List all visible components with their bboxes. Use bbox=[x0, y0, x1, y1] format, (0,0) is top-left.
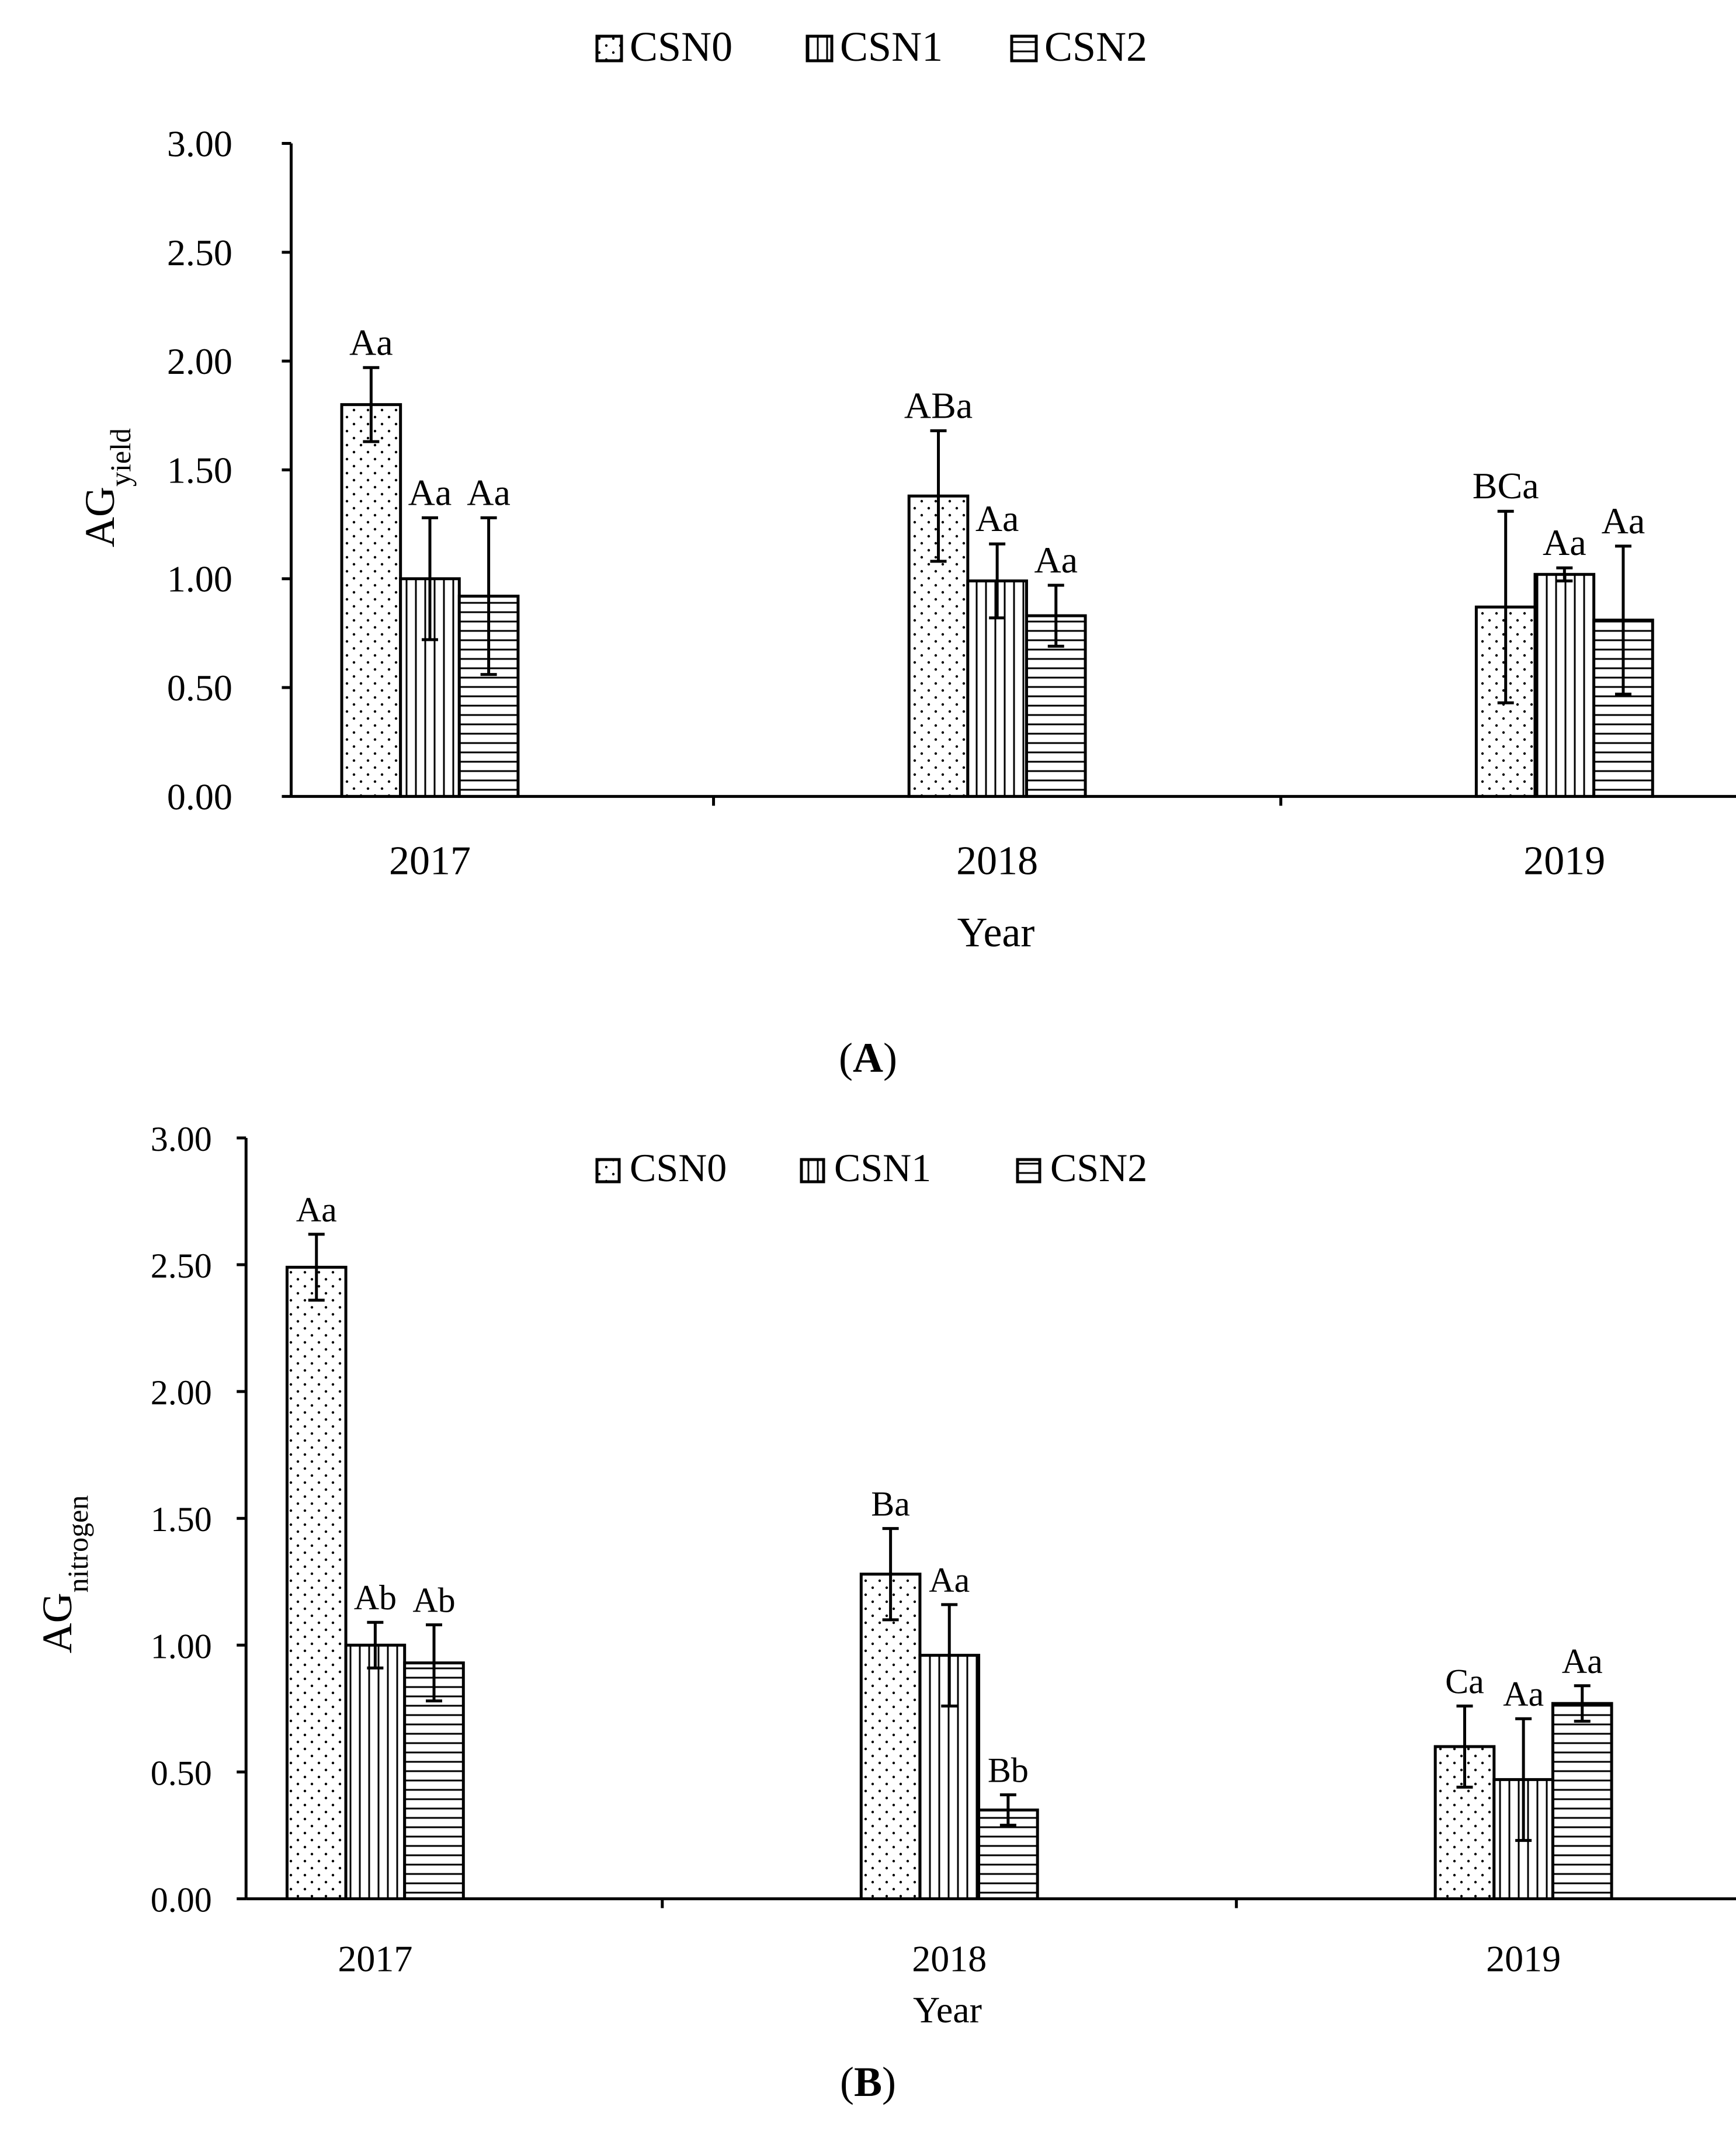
legend-label-csn2: CSN2 bbox=[1044, 23, 1147, 70]
x-tick-label: 2019 bbox=[1523, 839, 1605, 884]
legend-item-csn1[interactable]: CSN1 bbox=[800, 1146, 931, 1190]
y-tick-label: 1.00 bbox=[151, 1627, 212, 1665]
legend-item-csn1[interactable]: CSN1 bbox=[805, 23, 943, 70]
y-tick-label: 3.00 bbox=[151, 1120, 212, 1158]
legend-item-csn2[interactable]: CSN2 bbox=[1010, 23, 1147, 70]
y-tick-label: 0.00 bbox=[151, 1880, 212, 1919]
data-label: Aa bbox=[929, 1561, 970, 1599]
data-label: Aa bbox=[1602, 500, 1645, 542]
data-label: Ca bbox=[1445, 1662, 1484, 1700]
chart-panel-a: CSN0 CSN1 CSN2 AGyield Year (A) 0.00 0.50… bbox=[77, 23, 1736, 1081]
data-label: Aa bbox=[975, 498, 1019, 539]
y-axis-label: AGyield bbox=[77, 428, 137, 547]
y-tick-label: 3.00 bbox=[167, 123, 232, 165]
x-tick-label: 2018 bbox=[956, 839, 1038, 884]
x-axis-label: Year bbox=[957, 909, 1035, 956]
legend-label-csn2: CSN2 bbox=[1050, 1146, 1147, 1190]
y-tick-label: 0.50 bbox=[151, 1754, 212, 1792]
data-label: Aa bbox=[1503, 1675, 1544, 1713]
y-tick-label: 2.00 bbox=[167, 341, 232, 382]
data-label: Aa bbox=[408, 471, 452, 513]
chart-panel-b: CSN0 CSN1 CSN2 AGnitrogen Year (B) 0.00 0… bbox=[34, 1120, 1736, 2105]
bar-csn1[interactable] bbox=[1533, 572, 1596, 798]
x-tick-label: 2017 bbox=[389, 839, 471, 884]
y-axis-label: AGnitrogen bbox=[34, 1495, 94, 1654]
data-label: Ab bbox=[354, 1578, 397, 1617]
bar-csn1[interactable] bbox=[344, 1643, 407, 1900]
y-tick-label: 2.50 bbox=[167, 232, 232, 273]
data-label: Ba bbox=[871, 1485, 910, 1523]
panel-label-a: (A) bbox=[839, 1035, 897, 1081]
legend-label-csn1: CSN1 bbox=[834, 1146, 931, 1190]
data-label: Aa bbox=[296, 1191, 337, 1229]
data-label: Aa bbox=[1543, 522, 1586, 563]
panel-label-b: (B) bbox=[840, 2059, 896, 2105]
bar-csn0[interactable] bbox=[859, 1573, 922, 1900]
legend-label-csn1: CSN1 bbox=[840, 23, 943, 70]
data-label: ABa bbox=[904, 384, 973, 426]
legend-swatch-csn2 bbox=[1010, 34, 1038, 63]
y-tick-label: 0.50 bbox=[167, 667, 232, 709]
legend-label-csn0: CSN0 bbox=[630, 1146, 727, 1190]
legend-item-csn0[interactable]: CSN0 bbox=[595, 23, 732, 70]
data-label: Aa bbox=[1562, 1642, 1603, 1681]
x-tick-label: 2017 bbox=[338, 1938, 412, 1979]
data-label: Aa bbox=[349, 321, 393, 363]
x-axis-label: Year bbox=[913, 1989, 982, 2031]
bar-csn0[interactable] bbox=[340, 403, 402, 798]
legend-swatch-csn1 bbox=[800, 1158, 825, 1183]
legend: CSN0 CSN1 CSN2 bbox=[595, 23, 1147, 70]
legend-swatch-csn0 bbox=[595, 1158, 621, 1183]
y-tick-label: 2.00 bbox=[151, 1373, 212, 1412]
legend-item-csn2[interactable]: CSN2 bbox=[1016, 1146, 1147, 1190]
legend: CSN0 CSN1 CSN2 bbox=[595, 1146, 1147, 1190]
data-label: Bb bbox=[988, 1751, 1029, 1789]
legend-item-csn0[interactable]: CSN0 bbox=[595, 1146, 727, 1190]
bar-csn2[interactable] bbox=[1551, 1702, 1613, 1900]
bar-csn0[interactable] bbox=[285, 1265, 348, 1900]
x-tick-label: 2018 bbox=[912, 1938, 987, 1979]
data-label: Aa bbox=[467, 471, 511, 513]
y-tick-label: 1.00 bbox=[167, 558, 232, 600]
data-label: Ab bbox=[412, 1581, 455, 1620]
y-tick-label: 1.50 bbox=[151, 1500, 212, 1539]
data-label: Aa bbox=[1034, 539, 1078, 581]
legend-swatch-csn0 bbox=[595, 34, 623, 63]
legend-swatch-csn1 bbox=[805, 34, 834, 63]
legend-swatch-csn2 bbox=[1016, 1158, 1041, 1183]
x-tick-label: 2019 bbox=[1486, 1938, 1561, 1979]
y-tick-label: 1.50 bbox=[167, 449, 232, 491]
legend-label-csn0: CSN0 bbox=[630, 23, 732, 70]
y-tick-label: 2.50 bbox=[151, 1247, 212, 1285]
y-tick-label: 0.00 bbox=[167, 776, 232, 817]
bar-csn1[interactable] bbox=[966, 579, 1028, 798]
data-label: BCa bbox=[1473, 465, 1539, 506]
